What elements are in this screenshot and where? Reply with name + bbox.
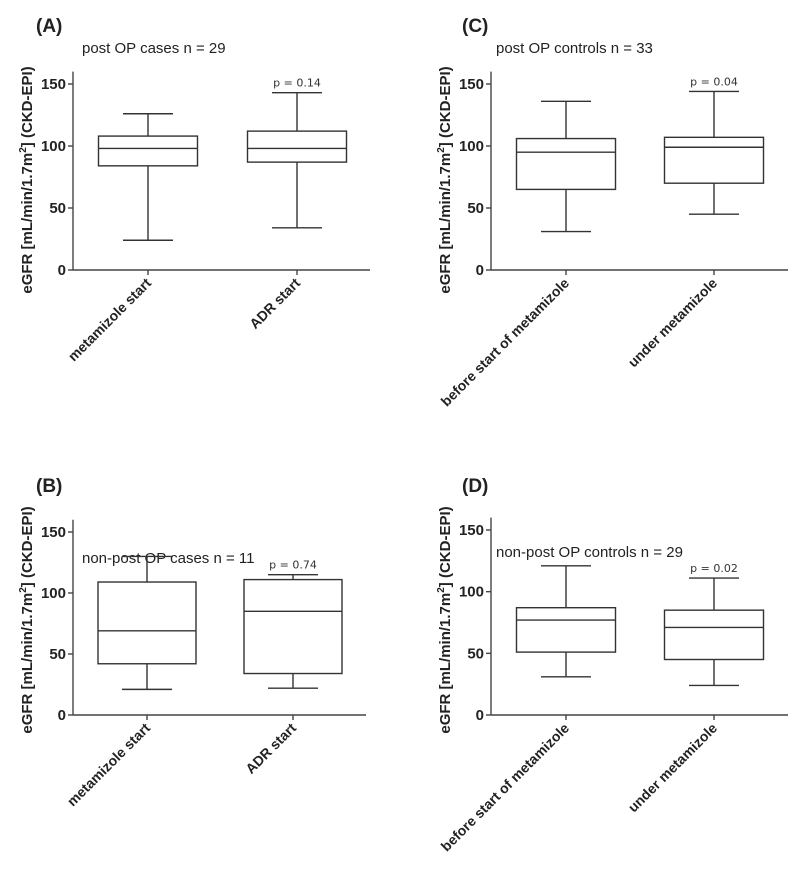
y-tick-label: 100	[41, 585, 66, 602]
y-tick-label: 150	[41, 524, 66, 541]
y-axis-label-sup: 2	[436, 587, 447, 593]
x-category-label: metamizole start	[65, 275, 155, 365]
p-value-annotation: p = 0.02	[690, 562, 738, 575]
y-tick-label: 150	[459, 522, 484, 539]
y-axis-label-main: eGFR [mL/min/1.7m	[437, 593, 454, 734]
x-category-label: before start of metamizole	[438, 720, 573, 855]
panel-label: (A)	[36, 16, 62, 37]
y-axis-label-tail: ] (CKD-EPI)	[19, 506, 36, 587]
y-axis-label: eGFR [mL/min/1.7m2] (CKD-EPI)	[18, 506, 36, 733]
iqr-box	[97, 135, 199, 167]
p-value-annotation: p = 0.74	[269, 559, 317, 572]
x-category-label: ADR start	[246, 275, 303, 332]
y-tick-label: 100	[459, 584, 484, 601]
iqr-box	[246, 130, 348, 163]
y-axis-label-tail: ] (CKD-EPI)	[437, 66, 454, 147]
y-tick-label: 50	[49, 646, 66, 663]
panel-d: (D) non-post OP controls n = 29 eGFR [mL/m…	[436, 476, 788, 854]
iqr-box	[97, 581, 197, 665]
y-axis-label-tail: ] (CKD-EPI)	[437, 506, 454, 587]
x-category-label: under metamizole	[625, 275, 721, 371]
iqr-box	[663, 136, 765, 184]
y-tick-label: 0	[58, 707, 66, 724]
y-axis-label-main: eGFR [mL/min/1.7m	[437, 153, 454, 294]
panel-label: (B)	[36, 476, 62, 497]
x-category-label: before start of metamizole	[438, 275, 573, 410]
iqr-box	[663, 609, 765, 661]
y-axis-label-main: eGFR [mL/min/1.7m	[19, 593, 36, 734]
y-tick-label: 50	[49, 200, 66, 217]
y-tick-label: 150	[41, 76, 66, 93]
panel-c: (C) post OP controls n = 33 eGFR [mL/min/1…	[436, 16, 788, 409]
y-tick-label: 0	[476, 707, 484, 724]
panel-title: post OP controls n = 33	[496, 40, 653, 57]
y-axis-label-tail: ] (CKD-EPI)	[19, 66, 36, 147]
p-value-annotation: p = 0.04	[690, 75, 738, 88]
iqr-box	[243, 578, 343, 675]
p-value-annotation: p = 0.14	[273, 77, 321, 90]
y-axis-label: eGFR [mL/min/1.7m2] (CKD-EPI)	[18, 66, 36, 293]
panel-title: non-post OP cases n = 11	[82, 550, 254, 567]
iqr-box	[515, 137, 617, 191]
x-category-label: under metamizole	[625, 720, 721, 816]
panel-label: (D)	[462, 476, 488, 497]
y-axis-label-sup: 2	[436, 147, 447, 153]
iqr-box	[515, 607, 617, 653]
y-tick-label: 150	[459, 76, 484, 93]
panel-title: non-post OP controls n = 29	[496, 544, 683, 561]
y-axis-label: eGFR [mL/min/1.7m2] (CKD-EPI)	[436, 66, 454, 293]
y-axis-label-sup: 2	[18, 587, 29, 593]
panel-label: (C)	[462, 16, 488, 37]
y-axis-label-main: eGFR [mL/min/1.7m	[19, 153, 36, 294]
y-axis-label-sup: 2	[18, 147, 29, 153]
y-tick-label: 50	[467, 200, 484, 217]
y-tick-label: 0	[58, 262, 66, 279]
y-tick-label: 0	[476, 262, 484, 279]
x-category-label: ADR start	[242, 720, 299, 777]
panel-a: (A) post OP cases n = 29 eGFR [mL/min/1.7m…	[18, 16, 370, 364]
y-axis-label: eGFR [mL/min/1.7m2] (CKD-EPI)	[436, 506, 454, 733]
panel-title: post OP cases n = 29	[82, 40, 226, 57]
y-tick-label: 100	[459, 138, 484, 155]
y-tick-label: 100	[41, 138, 66, 155]
y-tick-label: 50	[467, 645, 484, 662]
x-category-label: metamizole start	[64, 720, 154, 810]
panel-b: (B) non-post OP cases n = 11 eGFR [mL/min/…	[18, 476, 366, 809]
